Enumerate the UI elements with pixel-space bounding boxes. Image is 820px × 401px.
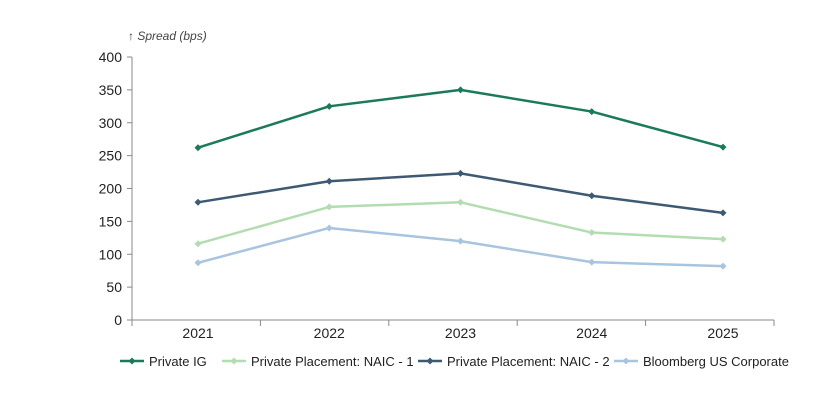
data-point [325, 224, 333, 232]
data-point [457, 198, 464, 206]
series-2 [194, 198, 727, 248]
x-axis: 2021 2022 2023 2024 2025 [131, 320, 775, 341]
legend-marker [230, 357, 238, 365]
data-point [325, 203, 333, 211]
series-line [197, 88, 724, 149]
legend-marker [622, 357, 630, 365]
y-tick-label: 0 [114, 312, 122, 328]
data-point [588, 108, 596, 116]
y-tick-label: 350 [99, 82, 123, 98]
series-line [197, 201, 724, 245]
data-point [457, 169, 464, 177]
legend: Private IG Private Placement: NAIC - 1 Pri… [120, 354, 789, 369]
series-line [197, 172, 724, 215]
data-point [719, 209, 727, 217]
x-tick-label: 2024 [576, 325, 607, 341]
series-1 [194, 86, 727, 152]
data-point [194, 144, 202, 152]
y-axis-label: ↑ Spread (bps) [128, 29, 207, 43]
x-tick-label: 2022 [314, 325, 345, 341]
data-point [588, 229, 596, 237]
y-tick-label: 200 [99, 181, 123, 197]
series-3 [194, 169, 727, 217]
legend-label: Bloomberg US Corporate [643, 354, 789, 369]
data-point [719, 235, 727, 243]
data-point [194, 259, 202, 267]
y-axis: 0 50 100 150 200 250 300 350 400 [99, 49, 132, 328]
legend-item: Private IG [120, 354, 207, 369]
data-point [325, 177, 333, 185]
data-point [588, 258, 596, 266]
y-tick-label: 300 [99, 115, 123, 131]
data-point [719, 143, 727, 151]
x-tick-label: 2021 [182, 325, 213, 341]
legend-item: Bloomberg US Corporate [614, 354, 789, 369]
data-point [457, 86, 464, 94]
legend-item: Private Placement: NAIC - 1 [222, 354, 414, 369]
x-tick-label: 2023 [445, 325, 476, 341]
data-point [194, 240, 202, 248]
data-point [194, 198, 202, 206]
legend-item: Private Placement: NAIC - 2 [418, 354, 610, 369]
legend-label: Private Placement: NAIC - 2 [447, 354, 610, 369]
legend-label: Private Placement: NAIC - 1 [251, 354, 414, 369]
y-tick-label: 250 [99, 148, 123, 164]
legend-marker [128, 357, 136, 365]
x-tick-label: 2025 [707, 325, 738, 341]
y-tick-label: 100 [99, 246, 123, 262]
data-point [457, 237, 464, 245]
data-point [588, 192, 596, 200]
y-tick-label: 400 [99, 49, 123, 65]
series-layer [194, 86, 727, 270]
y-tick-label: 150 [99, 213, 123, 229]
legend-marker [426, 357, 434, 365]
series-line [197, 226, 724, 268]
legend-label: Private IG [149, 354, 207, 369]
y-tick-label: 50 [106, 279, 122, 295]
data-point [325, 102, 333, 110]
data-point [719, 262, 727, 270]
series-4 [194, 224, 727, 270]
